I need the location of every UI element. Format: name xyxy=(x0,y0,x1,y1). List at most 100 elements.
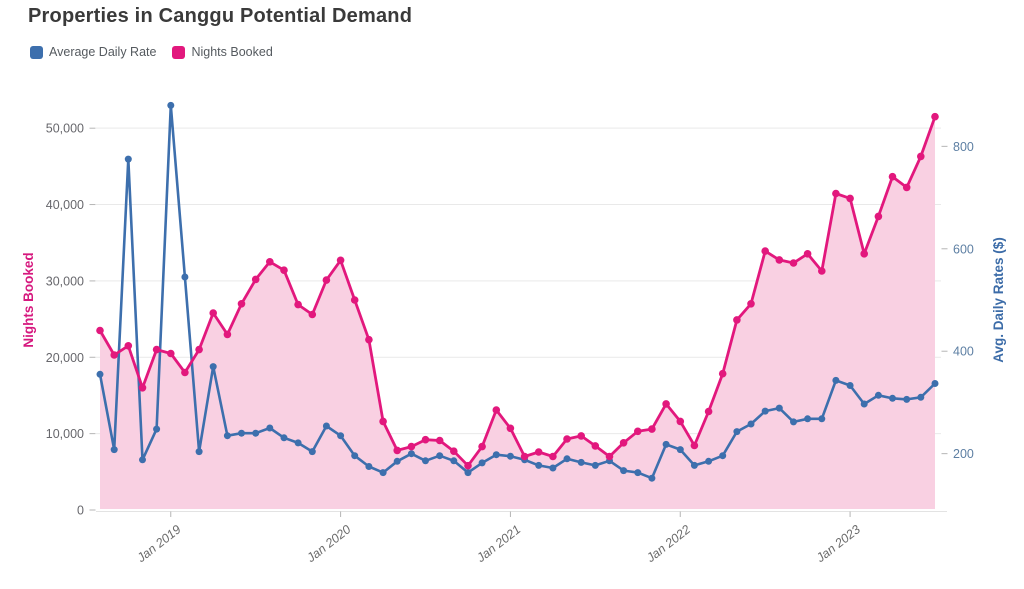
adr-point[interactable] xyxy=(407,450,415,458)
adr-point[interactable] xyxy=(931,380,939,387)
nights-point[interactable] xyxy=(605,452,614,461)
nights-point[interactable] xyxy=(747,300,755,308)
nights-point[interactable] xyxy=(294,300,302,309)
adr-point[interactable] xyxy=(860,400,868,408)
adr-point[interactable] xyxy=(266,424,274,432)
adr-point[interactable] xyxy=(563,455,571,463)
nights-point[interactable] xyxy=(464,461,472,470)
adr-point[interactable] xyxy=(620,467,628,475)
nights-point[interactable] xyxy=(733,316,741,324)
adr-point[interactable] xyxy=(422,457,429,465)
adr-point[interactable] xyxy=(195,448,203,456)
nights-point[interactable] xyxy=(110,351,118,359)
adr-point[interactable] xyxy=(591,461,599,469)
nights-point[interactable] xyxy=(478,442,486,451)
nights-point[interactable] xyxy=(365,335,373,344)
adr-point[interactable] xyxy=(167,101,175,109)
adr-point[interactable] xyxy=(577,458,585,466)
adr-point[interactable] xyxy=(351,452,359,460)
nights-point[interactable] xyxy=(818,267,826,275)
nights-point[interactable] xyxy=(209,309,217,317)
adr-point[interactable] xyxy=(379,469,387,477)
nights-point[interactable] xyxy=(195,345,203,354)
nights-point[interactable] xyxy=(577,432,585,440)
nights-point[interactable] xyxy=(789,259,798,267)
series-nights-booked[interactable] xyxy=(96,112,939,470)
adr-point[interactable] xyxy=(365,463,373,470)
nights-point[interactable] xyxy=(336,256,345,265)
adr-point[interactable] xyxy=(478,459,486,467)
adr-point[interactable] xyxy=(181,273,189,281)
series-average-daily-rate[interactable] xyxy=(96,101,939,482)
adr-point[interactable] xyxy=(337,432,345,440)
nights-point[interactable] xyxy=(563,435,571,443)
adr-point[interactable] xyxy=(917,393,925,401)
nights-point[interactable] xyxy=(237,300,246,308)
nights-point[interactable] xyxy=(308,310,317,319)
adr-point[interactable] xyxy=(634,469,642,477)
nights-point[interactable] xyxy=(350,296,359,304)
nights-point[interactable] xyxy=(152,345,161,354)
nights-point[interactable] xyxy=(832,189,840,198)
adr-point[interactable] xyxy=(393,457,401,465)
adr-point[interactable] xyxy=(535,461,543,469)
nights-point[interactable] xyxy=(167,349,175,358)
nights-point[interactable] xyxy=(591,442,600,450)
nights-point[interactable] xyxy=(761,247,769,255)
adr-point[interactable] xyxy=(464,469,472,477)
adr-point[interactable] xyxy=(322,422,330,430)
nights-point[interactable] xyxy=(421,435,430,444)
adr-point[interactable] xyxy=(223,432,231,440)
nights-point[interactable] xyxy=(718,369,727,378)
nights-point[interactable] xyxy=(690,441,699,450)
nights-point[interactable] xyxy=(634,427,642,436)
nights-point[interactable] xyxy=(619,439,628,447)
adr-point[interactable] xyxy=(252,429,260,437)
nights-point[interactable] xyxy=(407,442,416,451)
adr-point[interactable] xyxy=(662,440,670,448)
nights-point[interactable] xyxy=(648,425,656,433)
nights-point[interactable] xyxy=(775,256,784,264)
nights-point[interactable] xyxy=(931,112,939,121)
adr-point[interactable] xyxy=(450,457,458,465)
adr-point[interactable] xyxy=(719,452,727,460)
nights-point[interactable] xyxy=(435,436,444,445)
adr-point[interactable] xyxy=(690,461,698,469)
adr-point[interactable] xyxy=(903,395,911,403)
nights-point[interactable] xyxy=(251,275,260,284)
adr-point[interactable] xyxy=(96,370,104,378)
nights-point[interactable] xyxy=(96,326,104,335)
adr-point[interactable] xyxy=(874,391,882,399)
nights-point[interactable] xyxy=(917,152,925,161)
nights-point[interactable] xyxy=(846,194,854,203)
nights-point[interactable] xyxy=(266,258,274,266)
adr-point[interactable] xyxy=(294,439,302,447)
legend-item-average-daily-rate[interactable]: Average Daily Rate xyxy=(30,45,156,59)
nights-point[interactable] xyxy=(860,250,868,258)
adr-point[interactable] xyxy=(705,457,713,465)
nights-point[interactable] xyxy=(322,276,331,284)
nights-point[interactable] xyxy=(492,406,501,414)
nights-point[interactable] xyxy=(379,417,387,426)
nights-point[interactable] xyxy=(676,417,685,426)
nights-point[interactable] xyxy=(181,368,189,377)
nights-point[interactable] xyxy=(874,212,883,221)
nights-point[interactable] xyxy=(393,446,402,455)
adr-point[interactable] xyxy=(308,448,316,456)
nights-point[interactable] xyxy=(520,452,529,461)
adr-point[interactable] xyxy=(747,420,755,428)
nights-point[interactable] xyxy=(138,384,147,392)
nights-point[interactable] xyxy=(223,330,232,339)
nights-point[interactable] xyxy=(534,448,543,456)
adr-point[interactable] xyxy=(832,376,840,384)
adr-point[interactable] xyxy=(124,155,132,163)
adr-point[interactable] xyxy=(648,474,656,482)
nights-point[interactable] xyxy=(124,342,133,350)
adr-point[interactable] xyxy=(846,382,854,389)
nights-point[interactable] xyxy=(280,266,288,275)
nights-point[interactable] xyxy=(662,400,670,408)
adr-point[interactable] xyxy=(549,464,557,472)
adr-point[interactable] xyxy=(238,429,245,437)
nights-point[interactable] xyxy=(888,172,897,181)
